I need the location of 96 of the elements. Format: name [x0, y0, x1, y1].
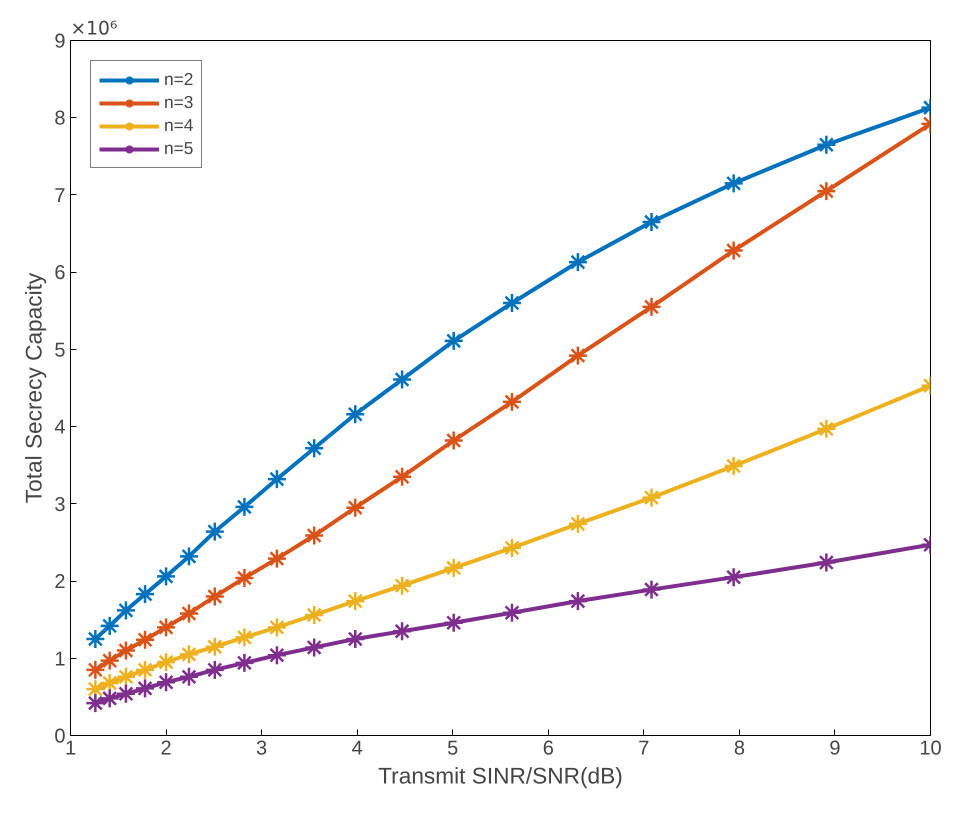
point: [178, 644, 200, 665]
point: [204, 636, 226, 657]
point: [345, 404, 366, 425]
point: [502, 538, 522, 558]
y-tick-label: 5: [54, 339, 66, 362]
point: [502, 602, 522, 623]
point: [234, 652, 255, 674]
x-tick-label: 7: [638, 738, 650, 760]
point: [204, 586, 226, 607]
x-tick-label: 3: [256, 738, 268, 760]
point: [568, 514, 588, 534]
x-axis-title: Transmit SINR/SNR(dB): [378, 762, 623, 788]
y-axis-title: Total Secrecy Capacity: [20, 272, 46, 504]
point: [85, 692, 106, 714]
text: ×10⁶: [70, 18, 118, 40]
legend-label: n=3: [164, 92, 194, 113]
point: [641, 487, 662, 508]
point: [134, 660, 156, 680]
y-tick-label: 3: [54, 494, 66, 516]
point: [345, 628, 366, 650]
point: [204, 660, 226, 680]
y-tick-label: 1: [54, 648, 66, 670]
x-tick-label: 2: [160, 738, 172, 760]
point: [723, 240, 744, 261]
point: [156, 672, 176, 692]
point: [99, 688, 120, 709]
x-tick-label: 6: [542, 738, 554, 760]
y-tick-label: 2: [54, 571, 66, 594]
legend-label: n=5: [164, 138, 194, 159]
point: [304, 525, 324, 546]
point: [234, 568, 255, 588]
point: [345, 590, 366, 612]
point: [304, 438, 324, 458]
point: [304, 604, 324, 626]
point: [178, 666, 200, 688]
legend-label: n=2: [164, 69, 194, 90]
point: [116, 640, 136, 661]
point: [134, 678, 156, 699]
x-tick-label: 8: [734, 738, 745, 760]
point: [204, 521, 226, 542]
point: [85, 628, 106, 650]
point: [641, 296, 662, 318]
y-tick-label: 4: [54, 416, 66, 439]
point: [392, 621, 412, 642]
point: [116, 684, 136, 704]
point: [568, 345, 588, 366]
point: [234, 627, 255, 648]
point: [116, 666, 136, 688]
point: [304, 637, 324, 658]
point: [723, 566, 744, 588]
point: [443, 330, 464, 352]
point: [234, 496, 255, 518]
point: [443, 612, 464, 634]
point: [568, 590, 588, 612]
y-tick-label: 7: [54, 184, 66, 207]
point: [502, 292, 522, 314]
point: [156, 566, 176, 587]
point: [723, 173, 744, 194]
x-tick-label: 10: [919, 738, 942, 760]
point: [345, 497, 366, 518]
point: [816, 418, 837, 440]
point: [392, 575, 412, 596]
point: [134, 584, 156, 604]
y-tick-label: 8: [54, 108, 66, 130]
point: [266, 617, 288, 638]
point: [443, 558, 464, 578]
point: [392, 369, 412, 390]
point: [178, 546, 200, 567]
point: [502, 392, 522, 412]
x-tick-label: 9: [829, 738, 841, 760]
point: [156, 652, 176, 672]
x-tick-label: 5: [447, 738, 458, 760]
point: [116, 600, 136, 621]
point: [85, 660, 106, 680]
point: [266, 644, 288, 666]
point: [156, 617, 176, 638]
point: [816, 134, 837, 155]
point: [134, 629, 156, 650]
point: [266, 468, 288, 490]
point: [723, 456, 744, 476]
y-tick-label: 9: [54, 30, 66, 52]
y-tick-label: 0: [54, 726, 66, 748]
point: [568, 252, 588, 272]
point: [178, 603, 200, 624]
point: [99, 616, 120, 636]
y-tick-label: 6: [54, 262, 66, 284]
point: [443, 430, 464, 451]
point: [641, 212, 662, 232]
point: [816, 552, 837, 573]
point: [99, 650, 120, 671]
point: [392, 466, 412, 488]
x-tick-label: 4: [352, 738, 363, 760]
point: [641, 579, 662, 600]
legend-label: n=4: [164, 115, 194, 136]
point: [266, 548, 288, 569]
point: [816, 180, 837, 202]
